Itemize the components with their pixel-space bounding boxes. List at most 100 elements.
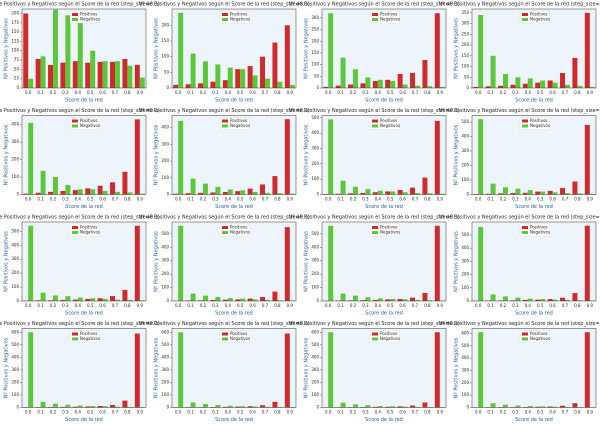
x-tick-label: 0.4	[375, 410, 382, 415]
y-tick-label: 300	[11, 139, 19, 144]
y-tick-label: 200	[161, 22, 169, 27]
bar	[178, 120, 184, 195]
x-tick-label: 0.8	[424, 90, 431, 95]
legend-swatch	[522, 337, 528, 341]
bar	[340, 57, 346, 88]
x-tick-label: 0.2	[200, 197, 207, 202]
y-tick-label: 0	[316, 192, 319, 197]
y-tick-label: 100	[461, 177, 469, 182]
y-axis-label: Nº Positivos y Negativos	[304, 231, 310, 292]
bar	[365, 77, 371, 88]
bar	[28, 122, 34, 195]
x-tick-label: 0.6	[549, 303, 556, 308]
x-tick-label: 0.6	[399, 303, 406, 308]
bar	[122, 400, 128, 408]
x-tick-label: 0.5	[537, 90, 544, 95]
legend-label: Negativos	[230, 230, 250, 235]
y-tick-label: 0	[316, 298, 319, 303]
bar	[210, 299, 216, 301]
x-axis-label: Score de la red	[515, 417, 553, 423]
y-tick-label: 25	[14, 76, 20, 81]
bar	[572, 293, 578, 301]
bar	[422, 402, 428, 408]
subplot: Nº de Positivos y Negativos según el Sco…	[438, 320, 600, 423]
y-tick-label: 300	[461, 21, 469, 26]
bar	[397, 298, 403, 301]
x-tick-label: 0.6	[249, 90, 256, 95]
bar	[372, 406, 378, 408]
bar	[28, 78, 34, 88]
bar	[284, 227, 290, 301]
x-tick-label: 0.1	[487, 303, 494, 308]
chart-title: Nº de Positivos y Negativos según el Sco…	[0, 1, 160, 8]
x-tick-label: 0.8	[574, 303, 581, 308]
y-axis-label: Nº Positivos y Negativos	[154, 231, 160, 292]
x-tick-label: 0.0	[475, 90, 482, 95]
x-tick-label: 0.4	[525, 197, 532, 202]
legend-swatch	[522, 124, 528, 128]
bar	[335, 85, 341, 88]
legend-label: Positivos	[80, 225, 98, 230]
x-tick-label: 0.0	[175, 90, 182, 95]
legend-label: Negativos	[380, 123, 400, 128]
y-tick-label: 250	[311, 27, 319, 32]
bar	[252, 191, 258, 195]
legend-swatch	[372, 18, 378, 21]
x-tick-label: 0.1	[337, 90, 344, 95]
bar	[265, 192, 270, 195]
bar	[427, 86, 433, 88]
y-axis-label: Nº Positivos y Negativos	[4, 124, 10, 185]
bar	[35, 300, 41, 301]
bar	[427, 406, 433, 408]
bar	[277, 81, 283, 88]
x-tick-label: 0.9	[137, 410, 144, 415]
x-axis-label: Score de la red	[215, 204, 253, 210]
bar	[490, 403, 496, 408]
x-tick-label: 0.9	[587, 410, 594, 415]
legend-swatch	[222, 13, 228, 16]
bar	[572, 181, 578, 195]
y-tick-label: 400	[161, 244, 169, 249]
bar	[139, 300, 145, 301]
x-axis-label: Score de la red	[515, 98, 553, 104]
x-tick-label: 0.2	[350, 90, 357, 95]
x-tick-label: 0.9	[437, 90, 444, 95]
legend-label: Negativos	[530, 336, 550, 341]
plot-frame	[471, 8, 597, 89]
legend-label: Positivos	[230, 331, 248, 336]
bar	[97, 185, 103, 195]
bar	[577, 85, 583, 88]
x-tick-label: 0.2	[200, 303, 207, 308]
x-tick-label: 0.0	[175, 303, 182, 308]
legend-swatch	[372, 337, 378, 341]
bar	[565, 84, 570, 88]
x-axis-label: Score de la red	[215, 98, 253, 104]
y-tick-label: 100	[311, 176, 319, 181]
x-tick-label: 0.5	[387, 90, 394, 95]
x-tick-label: 0.0	[175, 197, 182, 202]
x-tick-label: 0.0	[325, 410, 332, 415]
y-tick-label: 500	[311, 115, 319, 120]
bar	[522, 83, 528, 88]
bar	[434, 225, 440, 301]
x-tick-label: 0.7	[412, 303, 419, 308]
bar	[203, 403, 208, 408]
bar	[110, 182, 115, 195]
subplot: Nº de Positivos y Negativos según el Sco…	[288, 1, 459, 104]
x-tick-label: 0.5	[387, 410, 394, 415]
x-tick-label: 0.8	[424, 303, 431, 308]
bar	[247, 188, 253, 195]
x-tick-label: 0.9	[137, 90, 144, 95]
x-tick-label: 0.5	[537, 410, 544, 415]
bar	[478, 15, 484, 88]
y-tick-label: 200	[11, 270, 19, 275]
x-tick-label: 0.1	[187, 197, 194, 202]
x-tick-label: 0.7	[412, 197, 419, 202]
x-tick-label: 0.9	[437, 410, 444, 415]
x-tick-label: 0.6	[249, 410, 256, 415]
bar	[134, 64, 140, 88]
bar	[185, 300, 191, 301]
legend-swatch	[522, 226, 528, 229]
bar	[260, 296, 265, 301]
x-tick-label: 0.6	[99, 303, 106, 308]
